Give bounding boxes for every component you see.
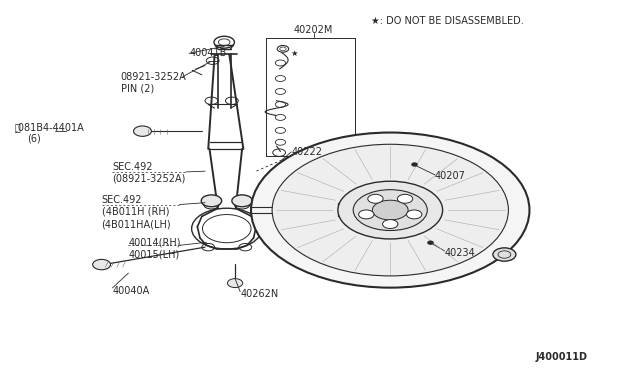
Text: SEC.492: SEC.492 (102, 195, 142, 205)
Text: 40234: 40234 (445, 248, 476, 258)
Circle shape (227, 279, 243, 288)
Text: ★: ★ (291, 49, 298, 58)
Text: 08921-3252A: 08921-3252A (121, 72, 186, 82)
Ellipse shape (272, 144, 508, 276)
Text: ★: DO NOT BE DISASSEMBLED.: ★: DO NOT BE DISASSEMBLED. (371, 16, 524, 26)
Ellipse shape (353, 190, 428, 231)
Circle shape (358, 210, 374, 219)
Circle shape (276, 195, 284, 200)
Circle shape (406, 210, 422, 219)
Text: 40040A: 40040A (113, 286, 150, 295)
Circle shape (232, 195, 252, 207)
Circle shape (305, 195, 314, 200)
Circle shape (276, 198, 313, 219)
Text: Ⓑ: Ⓑ (15, 122, 20, 132)
Circle shape (134, 126, 152, 137)
Circle shape (314, 211, 323, 216)
Circle shape (368, 194, 383, 203)
Text: J400011D: J400011D (536, 352, 588, 362)
Circle shape (428, 241, 433, 244)
Circle shape (93, 259, 111, 270)
Circle shape (493, 248, 516, 261)
Circle shape (397, 194, 413, 203)
Text: 40041B: 40041B (189, 48, 227, 58)
Circle shape (383, 219, 398, 228)
Circle shape (412, 163, 417, 166)
Circle shape (290, 221, 299, 226)
Text: ¸081B4-4401A: ¸081B4-4401A (13, 122, 84, 132)
Circle shape (251, 184, 338, 234)
Circle shape (267, 211, 275, 216)
Circle shape (263, 191, 326, 227)
Circle shape (201, 195, 221, 207)
Text: 40015(LH): 40015(LH) (129, 250, 180, 260)
Text: (4B011H (RH): (4B011H (RH) (102, 207, 169, 217)
Ellipse shape (372, 200, 408, 220)
Text: PIN (2): PIN (2) (121, 84, 154, 94)
Text: SEC.492: SEC.492 (113, 162, 153, 172)
Text: (08921-3252A): (08921-3252A) (113, 174, 186, 184)
Text: (6): (6) (28, 134, 41, 144)
Text: (4B011HA(LH): (4B011HA(LH) (102, 219, 172, 229)
Ellipse shape (251, 132, 529, 288)
Text: 40207: 40207 (435, 171, 466, 181)
Ellipse shape (338, 181, 443, 239)
Text: 40262N: 40262N (240, 289, 278, 299)
Text: 40202M: 40202M (294, 25, 333, 35)
Text: 40222: 40222 (291, 147, 323, 157)
Text: 40014(RH): 40014(RH) (129, 237, 181, 247)
